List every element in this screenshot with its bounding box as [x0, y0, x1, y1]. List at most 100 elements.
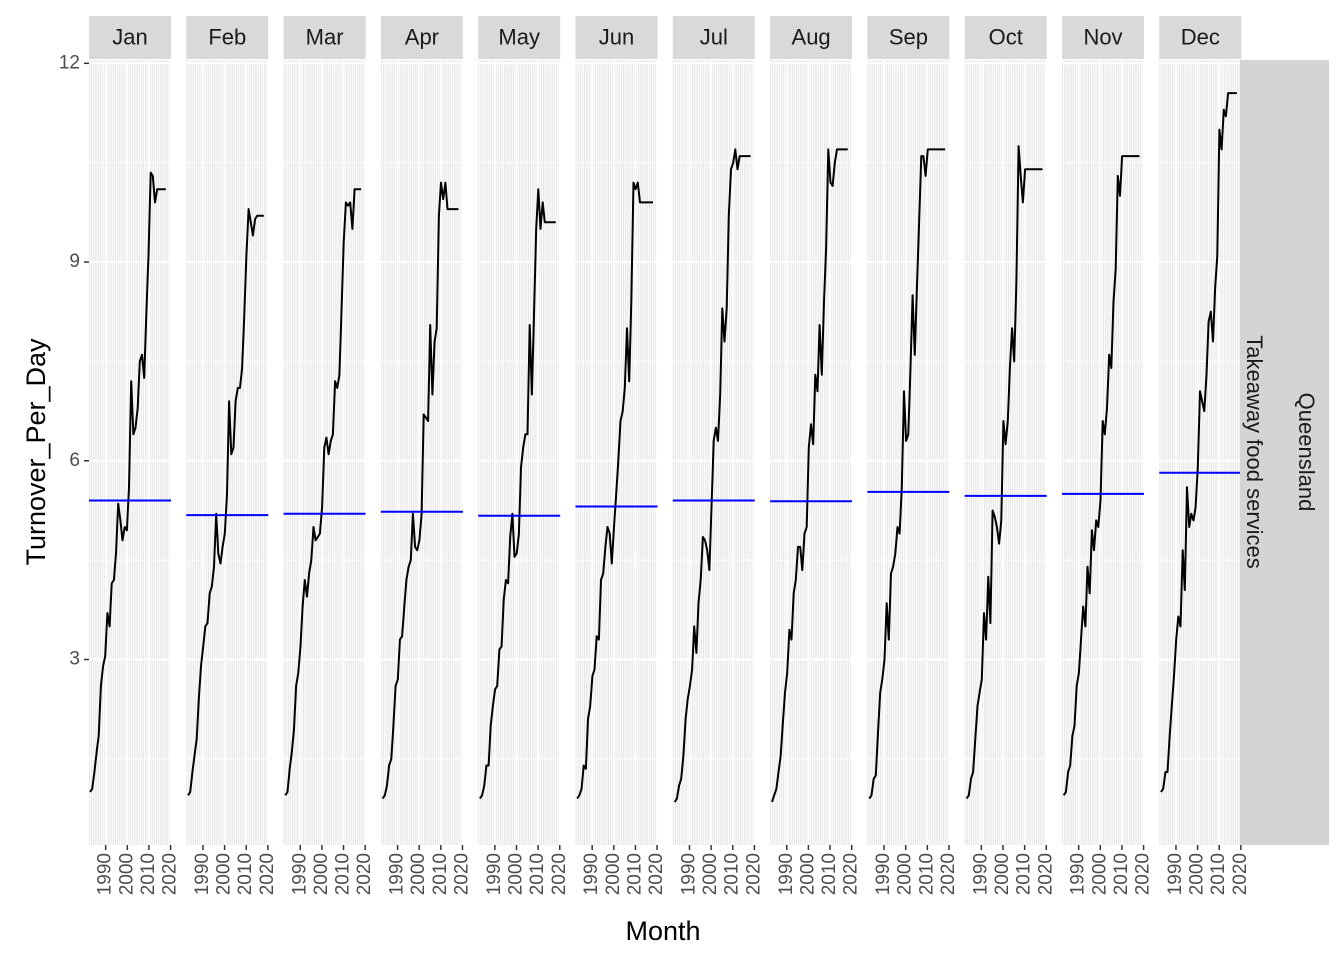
- strip-feb: [186, 16, 269, 59]
- y-tick-label: 3: [69, 649, 80, 670]
- x-tick-label-apr: 2020: [452, 853, 473, 895]
- facet-nov: Nov 1990 2000 2010 2020: [1062, 16, 1154, 895]
- x-tick-label-jan: 2010: [138, 853, 159, 895]
- series-line-sep: [868, 148, 946, 800]
- y-axis-title: Turnover_Per_Day: [21, 338, 51, 566]
- series-line-dec: [1160, 92, 1237, 793]
- x-tick-label-sep: 2020: [938, 853, 959, 895]
- strip-label-oct: Oct: [989, 24, 1023, 49]
- x-tick-label-jul: 2020: [743, 853, 764, 895]
- facet-may: May 1990 2000 2010 2020: [478, 16, 570, 895]
- facet-jan: Jan 1990 2000 2010 2020: [89, 16, 181, 895]
- x-tick-label-feb: 2000: [214, 853, 235, 895]
- series-line-apr: [381, 181, 459, 800]
- strip-oct: [964, 16, 1047, 59]
- strip-jul: [672, 16, 755, 59]
- row-strip-label-queensland: Queensland: [1294, 393, 1319, 512]
- x-tick-label-mar: 2010: [333, 853, 354, 895]
- x-tick-label-apr: 1990: [387, 853, 408, 895]
- strip-label-nov: Nov: [1083, 24, 1122, 49]
- facet-apr: Apr 1990 2000 2010 2020: [380, 16, 473, 895]
- x-tick-label-apr: 2010: [430, 853, 451, 895]
- series-line-may: [479, 188, 556, 800]
- strip-label-aug: Aug: [792, 24, 831, 49]
- x-tick-label-jun: 2000: [603, 853, 624, 895]
- strip-label-mar: Mar: [306, 24, 344, 49]
- x-tick-label-oct: 1990: [970, 853, 991, 895]
- facet-sep: Sep 1990 2000 2010 2020: [867, 16, 959, 895]
- x-tick-label-nov: 2010: [1111, 853, 1132, 895]
- y-tick-label: 12: [59, 52, 80, 73]
- series-line-jul: [673, 148, 751, 803]
- strip-label-dec: Dec: [1181, 24, 1220, 49]
- facet-aug: Aug 1990 2000 2010 2020: [770, 16, 862, 895]
- x-tick-label-sep: 1990: [873, 853, 894, 895]
- series-line-jun: [576, 181, 653, 800]
- x-tick-label-jun: 2020: [646, 853, 667, 895]
- x-tick-label-may: 2000: [506, 853, 527, 895]
- strip-jun: [575, 16, 658, 59]
- x-tick-label-nov: 1990: [1068, 853, 1089, 895]
- x-tick-label-jan: 2020: [160, 853, 181, 895]
- x-tick-label-nov: 2000: [1089, 853, 1110, 895]
- x-tick-label-may: 2020: [549, 853, 570, 895]
- x-tick-label-jul: 2010: [722, 853, 743, 895]
- strip-mar: [283, 16, 366, 59]
- series-line-nov: [1062, 155, 1140, 796]
- y-tick-label: 6: [69, 450, 80, 471]
- row-strip-label-takeaway: Takeaway food services: [1242, 335, 1267, 569]
- strip-label-apr: Apr: [405, 24, 439, 49]
- x-tick-label-aug: 1990: [776, 853, 797, 895]
- x-tick-label-may: 2010: [527, 853, 548, 895]
- strip-nov: [1062, 16, 1144, 59]
- facet-mar: Mar 1990 2000 2010 2020: [283, 16, 375, 895]
- x-tick-label-feb: 2010: [235, 853, 256, 895]
- x-tick-label-jul: 2000: [700, 853, 721, 895]
- strip-label-jun: Jun: [599, 24, 634, 49]
- x-tick-label-mar: 1990: [289, 853, 310, 895]
- row-strip: Takeaway food services Queensland: [1240, 60, 1329, 845]
- facet-oct: Oct 1990 2000 2010 2020: [964, 16, 1056, 895]
- x-tick-label-oct: 2020: [1035, 853, 1056, 895]
- strip-label-may: May: [498, 24, 540, 49]
- x-tick-label-feb: 1990: [192, 853, 213, 895]
- x-tick-label-may: 1990: [484, 853, 505, 895]
- x-tick-label-aug: 2010: [819, 853, 840, 895]
- strip-may: [478, 16, 561, 59]
- x-tick-label-mar: 2020: [354, 853, 375, 895]
- x-tick-label-dec: 1990: [1165, 853, 1186, 895]
- x-tick-label-jul: 1990: [679, 853, 700, 895]
- series-line-jan: [89, 171, 166, 793]
- strip-label-feb: Feb: [208, 24, 246, 49]
- x-tick-label-jun: 1990: [581, 853, 602, 895]
- strip-label-jan: Jan: [112, 24, 147, 49]
- strip-label-sep: Sep: [889, 24, 928, 49]
- x-tick-label-nov: 2020: [1133, 853, 1154, 895]
- x-tick-label-aug: 2000: [797, 853, 818, 895]
- x-tick-label-jun: 2010: [624, 853, 645, 895]
- row-strip-background: [1240, 60, 1329, 845]
- facet-dec: Dec 1990 2000 2010 2020: [1159, 16, 1251, 895]
- strip-label-jul: Jul: [700, 24, 728, 49]
- facet-jul: Jul 1990 2000 2010 2020: [672, 16, 764, 895]
- strip-jan: [89, 16, 171, 59]
- x-tick-label-aug: 2020: [841, 853, 862, 895]
- x-tick-label-apr: 2000: [408, 853, 429, 895]
- x-tick-label-jan: 2000: [116, 853, 137, 895]
- y-axis: 3 6 9 12: [59, 52, 89, 670]
- x-tick-label-oct: 2000: [992, 853, 1013, 895]
- series-line-mar: [284, 188, 362, 796]
- x-tick-label-dec: 2020: [1230, 853, 1251, 895]
- series-line-oct: [965, 145, 1043, 800]
- strip-aug: [770, 16, 853, 59]
- strip-sep: [867, 16, 950, 59]
- facet-jun: Jun 1990 2000 2010 2020: [575, 16, 667, 895]
- facet-feb: Feb 1990 2000 2010 2020: [186, 16, 278, 895]
- x-tick-label-dec: 2010: [1208, 853, 1229, 895]
- series-line-aug: [771, 148, 848, 803]
- x-tick-label-dec: 2000: [1187, 853, 1208, 895]
- strip-apr: [380, 16, 463, 59]
- x-tick-label-mar: 2000: [311, 853, 332, 895]
